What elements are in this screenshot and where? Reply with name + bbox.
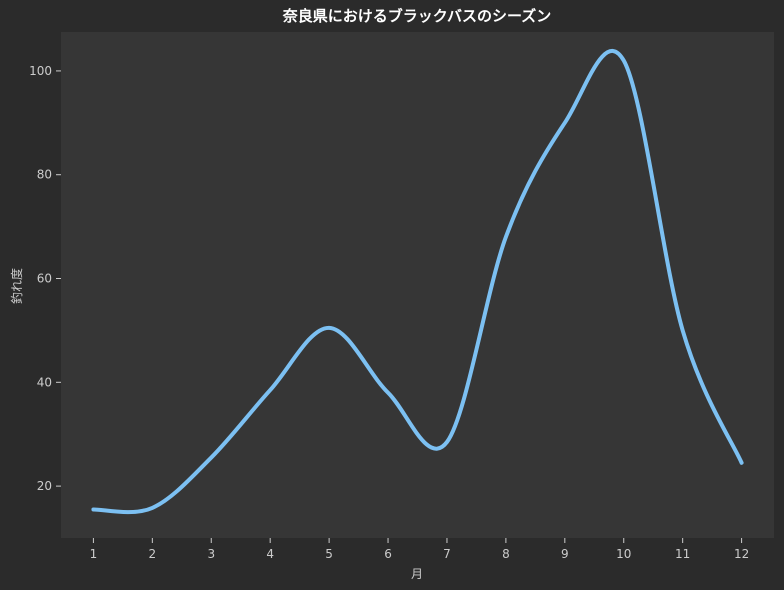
y-tick-label: 80	[37, 168, 52, 182]
data-point	[386, 391, 390, 395]
data-point	[563, 121, 567, 125]
x-axis-label: 月	[411, 567, 423, 581]
data-point	[622, 59, 626, 63]
y-tick-label: 100	[29, 64, 52, 78]
data-point	[740, 461, 744, 465]
data-point	[209, 456, 213, 460]
data-point	[268, 388, 272, 392]
x-axis: 1 2 3 4 5 6 7 8 9 10 11 12	[90, 538, 749, 561]
y-axis-label: 釣れ度	[9, 268, 24, 304]
y-tick-label: 40	[37, 375, 52, 389]
data-point	[91, 507, 95, 511]
data-point	[327, 326, 331, 330]
x-tick-label: 11	[675, 547, 690, 561]
x-tick-label: 2	[149, 547, 157, 561]
x-tick-label: 7	[443, 547, 451, 561]
x-tick-label: 10	[616, 547, 631, 561]
x-tick-label: 5	[325, 547, 333, 561]
x-tick-label: 1	[90, 547, 98, 561]
x-tick-label: 4	[266, 547, 274, 561]
data-point	[150, 506, 154, 510]
series-layer	[91, 49, 744, 515]
x-tick-label: 6	[384, 547, 392, 561]
x-tick-label: 9	[561, 547, 569, 561]
chart-title: 奈良県におけるブラックバスのシーズン	[282, 7, 552, 25]
data-point	[504, 235, 508, 239]
x-tick-label: 3	[207, 547, 215, 561]
y-tick-label: 20	[37, 479, 52, 493]
y-axis: 20 40 60 80 100	[29, 64, 61, 493]
series-line	[91, 49, 744, 515]
plot-area	[61, 32, 774, 538]
x-tick-label: 8	[502, 547, 510, 561]
y-tick-label: 60	[37, 272, 52, 286]
data-point	[445, 440, 449, 444]
data-point	[681, 328, 685, 332]
x-tick-label: 12	[734, 547, 749, 561]
